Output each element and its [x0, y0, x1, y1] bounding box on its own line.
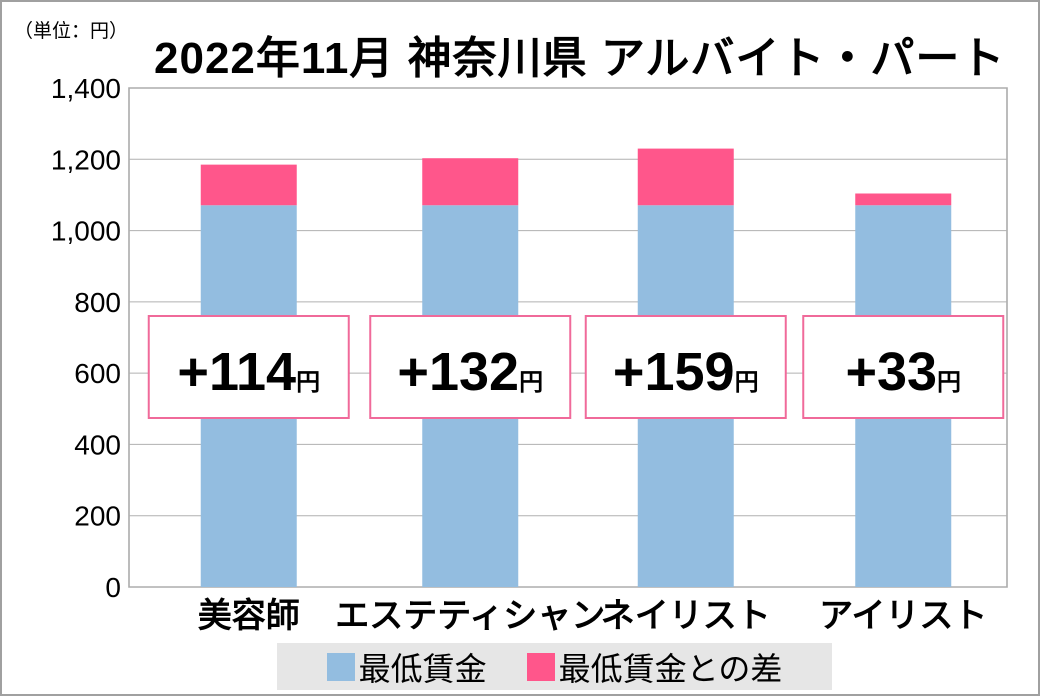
y-tick-label: 600: [74, 358, 121, 389]
annotation-label: +114円: [177, 342, 320, 402]
annotation-box: [369, 315, 572, 419]
x-category-label: 美容師: [198, 597, 300, 635]
annotation-label: +132円: [397, 342, 543, 402]
legend-item-minimum-wage: 最低賃金: [326, 644, 487, 690]
annotation-box: [584, 315, 787, 419]
annotation-box: [147, 315, 350, 419]
y-tick-label: 1,000: [51, 216, 121, 247]
chart-title: 2022年11月 神奈川県 アルバイト・パート: [154, 34, 1006, 83]
legend-swatch: [326, 652, 355, 681]
annotation-box: [802, 315, 1005, 419]
x-category-label: ネイリスト: [601, 597, 771, 635]
y-tick-label: 1,200: [51, 144, 121, 175]
legend-label: 最低賃金: [358, 650, 487, 687]
annotation-label: +33円: [845, 342, 961, 402]
legend: 最低賃金 最低賃金との差: [277, 643, 832, 690]
y-tick-label: 400: [74, 429, 121, 460]
x-category-label: アイリスト: [819, 597, 987, 635]
y-tick-label: 200: [74, 501, 121, 532]
legend-label: 最低賃金との差: [558, 650, 783, 687]
y-tick-label: 0: [105, 572, 121, 603]
x-category-label: エステティシャン: [335, 597, 605, 635]
unit-label: （単位：円）: [14, 21, 129, 42]
annotation-label: +159円: [613, 342, 759, 402]
legend-item-difference: 最低賃金との差: [526, 644, 783, 690]
y-tick-label: 1,400: [51, 73, 121, 104]
bar-difference: [855, 193, 952, 206]
bar-difference: [637, 148, 734, 206]
y-tick-label: 800: [74, 287, 121, 318]
bar-difference: [422, 158, 519, 206]
legend-swatch: [526, 652, 555, 681]
bar-difference: [200, 164, 297, 206]
